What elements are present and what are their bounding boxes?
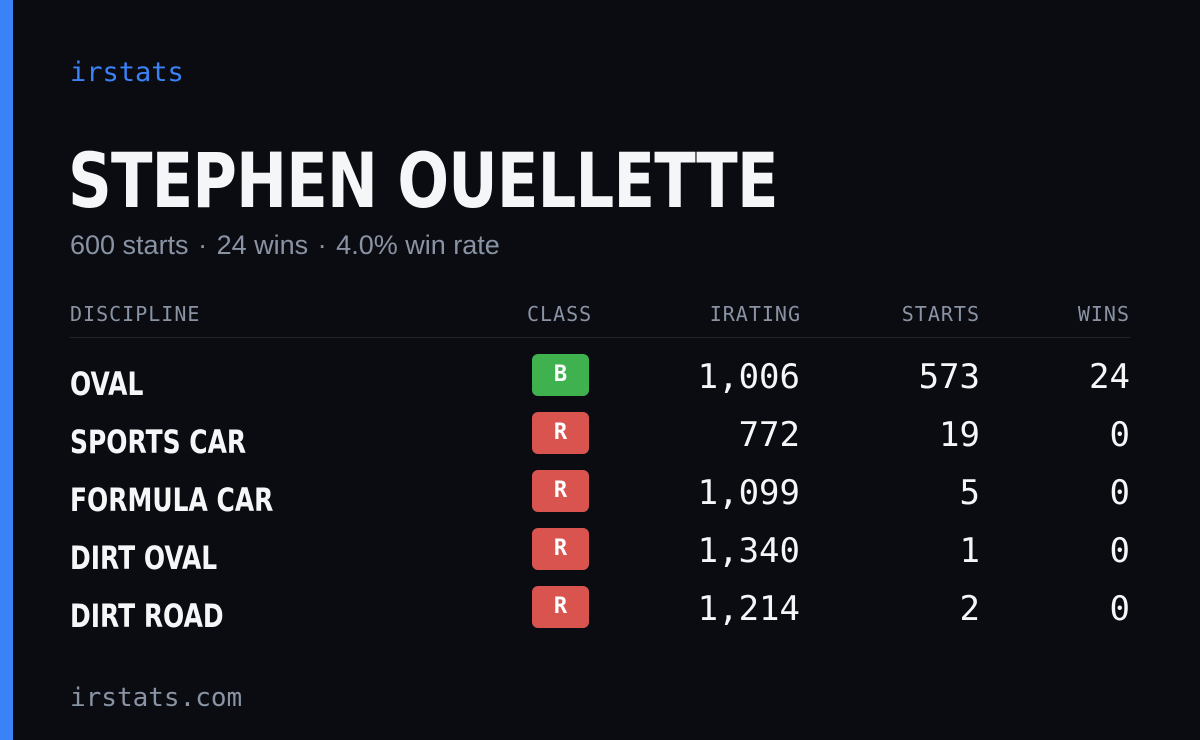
header-discipline: DISCIPLINE (70, 302, 201, 326)
table-row: DIRT OVAL R 1,340 1 0 (0, 528, 1200, 586)
license-class-badge: B (532, 354, 589, 396)
discipline-name: FORMULA CAR (70, 481, 274, 519)
summary-wins: 24 wins (216, 230, 309, 260)
irating-value: 1,214 (697, 589, 800, 629)
accent-bar (0, 0, 13, 740)
discipline-name: DIRT OVAL (70, 539, 218, 577)
header-irating: IRATING (709, 302, 801, 326)
header-starts: STARTS (901, 302, 980, 326)
table-row: DIRT ROAD R 1,214 2 0 (0, 586, 1200, 644)
wins-value: 24 (1089, 357, 1130, 397)
license-class-badge: R (532, 470, 589, 512)
wins-value: 0 (1109, 531, 1130, 571)
driver-name: STEPHEN OUELLETTE (68, 136, 779, 225)
header-wins: WINS (1077, 302, 1130, 326)
discipline-name: SPORTS CAR (70, 423, 247, 461)
header-divider (70, 337, 1130, 338)
wins-value: 0 (1109, 589, 1130, 629)
summary-win-rate: 4.0% win rate (336, 230, 500, 260)
summary-starts: 600 starts (70, 230, 189, 260)
irating-value: 1,340 (697, 531, 800, 571)
table-row: FORMULA CAR R 1,099 5 0 (0, 470, 1200, 528)
wins-value: 0 (1109, 473, 1130, 513)
career-summary: 600 starts · 24 wins · 4.0% win rate (70, 228, 500, 262)
starts-value: 1 (959, 531, 980, 571)
table-row: SPORTS CAR R 772 19 0 (0, 412, 1200, 470)
footer-domain[interactable]: irstats.com (70, 683, 243, 713)
starts-value: 5 (959, 473, 980, 513)
discipline-name: OVAL (70, 365, 144, 403)
license-class-badge: R (532, 586, 589, 628)
header-class: CLASS (527, 302, 593, 326)
table-row: OVAL B 1,006 573 24 (0, 354, 1200, 412)
irating-value: 772 (738, 415, 800, 455)
summary-separator: · (317, 230, 327, 260)
summary-separator: · (198, 230, 208, 260)
discipline-name: DIRT ROAD (70, 597, 224, 635)
irating-value: 1,006 (697, 357, 800, 397)
license-class-badge: R (532, 528, 589, 570)
brand-logo[interactable]: irstats (70, 57, 184, 88)
wins-value: 0 (1109, 415, 1130, 455)
starts-value: 573 (918, 357, 980, 397)
starts-value: 2 (959, 589, 980, 629)
starts-value: 19 (939, 415, 980, 455)
irating-value: 1,099 (697, 473, 800, 513)
license-class-badge: R (532, 412, 589, 454)
